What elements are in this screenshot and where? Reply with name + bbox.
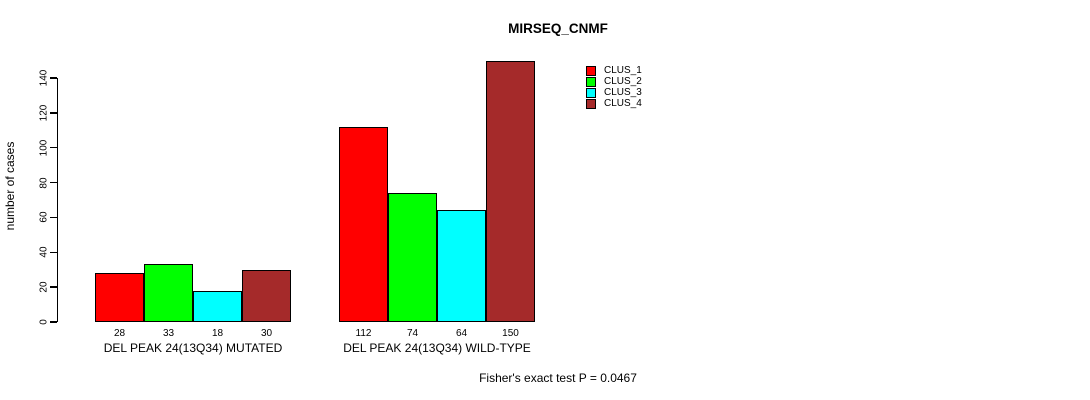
bar-clus_4-group2 [486,60,535,322]
y-tick [49,181,57,184]
x-category-label: DEL PEAK 24(13Q34) WILD-TYPE [343,341,531,355]
y-tick-label: 0 [38,319,50,325]
y-tick [49,251,57,254]
legend-swatch-icon [586,88,596,98]
y-axis-label: number of cases [3,141,17,231]
bar-value-label: 150 [502,328,519,339]
bar-clus_4-group1 [242,269,291,322]
bar-value-label: 18 [211,328,224,339]
bar-value-label: 74 [406,328,419,339]
y-axis-line [56,78,58,322]
bar-value-label: 112 [355,328,372,339]
bar-clus_1-group1 [95,273,144,322]
y-tick [49,286,57,288]
legend-swatch-icon [586,99,596,109]
chart-title: MIRSEQ_CNMF [508,21,608,36]
bar-value-label: 28 [113,328,126,339]
y-tick [49,216,57,219]
y-tick-label: 40 [38,246,50,258]
legend-swatch-icon [586,66,596,76]
y-tick [49,146,57,149]
y-tick [49,112,57,114]
bar-value-label: 33 [162,328,175,339]
legend-swatch-icon [586,77,596,87]
legend-label: CLUS_2 [604,76,642,87]
fisher-test-annotation: Fisher's exact test P = 0.0467 [479,371,637,385]
y-tick-label: 100 [38,139,50,157]
bar-clus_2-group1 [144,264,193,322]
bar-value-label: 64 [455,328,468,339]
bar-value-label: 30 [260,328,273,339]
y-tick [49,77,57,79]
y-tick [49,321,57,323]
bar-clus_1-group2 [339,126,388,322]
legend-label: CLUS_4 [604,98,642,109]
y-tick-label: 140 [38,69,50,87]
legend-label: CLUS_1 [604,65,642,76]
bar-clus_3-group2 [437,210,486,322]
y-tick-label: 60 [38,211,50,223]
bar-clus_2-group2 [388,193,437,322]
y-tick-label: 80 [38,177,50,189]
y-tick-label: 120 [38,104,50,122]
y-tick-label: 20 [38,281,50,293]
x-category-label: DEL PEAK 24(13Q34) MUTATED [103,341,283,355]
bar-clus_3-group1 [193,290,242,322]
legend-label: CLUS_3 [604,87,642,98]
